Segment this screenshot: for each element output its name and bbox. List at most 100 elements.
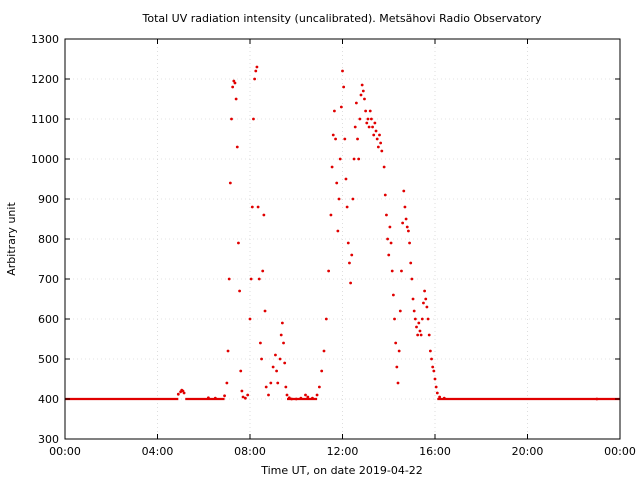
data-point [335, 181, 339, 185]
data-point [405, 225, 409, 229]
data-point [320, 369, 324, 373]
data-point [241, 395, 245, 399]
data-point [284, 385, 288, 389]
data-point [433, 377, 437, 381]
x-tick-label: 16:00 [419, 445, 451, 458]
data-point [395, 365, 399, 369]
y-tick-label: 1300 [31, 33, 59, 46]
data-point [239, 369, 243, 373]
data-point [374, 129, 378, 133]
data-point [290, 397, 294, 401]
data-point [368, 109, 372, 113]
data-point [334, 137, 337, 141]
data-point [390, 269, 394, 273]
data-point [176, 392, 180, 396]
x-tick-label: 20:00 [512, 445, 544, 458]
data-point [350, 253, 354, 257]
data-point [364, 109, 368, 113]
data-point [367, 125, 371, 129]
data-point [327, 269, 331, 273]
y-axis-title: Arbitrary unit [5, 202, 18, 276]
data-point [278, 357, 282, 361]
data-point [262, 213, 266, 217]
data-point [422, 301, 425, 305]
data-point [419, 333, 423, 337]
x-axis-title: Time UT, on date 2019-04-22 [260, 464, 423, 477]
data-point [438, 395, 442, 399]
data-point [257, 277, 261, 281]
data-point [315, 393, 319, 397]
data-point [343, 137, 347, 141]
data-point [299, 396, 303, 400]
data-point [410, 277, 414, 281]
data-point [417, 321, 421, 325]
data-point [228, 181, 232, 185]
data-point [418, 329, 422, 333]
data-point [403, 205, 407, 209]
x-axis-tick-labels: 00:00 04:00 08:00 12:00 16:00 20:00 00:00 [49, 445, 636, 458]
data-point [371, 125, 374, 129]
data-point [398, 309, 402, 313]
data-point [595, 397, 599, 401]
data-point [387, 253, 391, 257]
data-point [363, 97, 366, 101]
y-tick-label: 1200 [31, 73, 59, 86]
data-point [294, 397, 298, 401]
data-point [401, 221, 405, 225]
data-point [365, 121, 369, 125]
grid [65, 39, 620, 439]
y-tick-label: 800 [38, 233, 59, 246]
data-point [213, 396, 217, 400]
data-point [378, 133, 381, 137]
data-point [359, 93, 363, 97]
data-point [339, 105, 343, 109]
data-point [287, 396, 291, 400]
data-point [408, 241, 411, 245]
data-point [233, 81, 237, 85]
data-point [317, 385, 321, 389]
x-tick-label: 04:00 [142, 445, 174, 458]
data-point [230, 117, 233, 121]
data-point [423, 289, 426, 293]
data-point [264, 385, 268, 389]
data-point [243, 396, 247, 400]
data-point [420, 317, 424, 321]
x-tick-label: 12:00 [327, 445, 359, 458]
data-point [432, 369, 436, 373]
data-point [416, 333, 420, 337]
data-point [279, 333, 283, 337]
data-point [383, 193, 387, 197]
data-point [426, 317, 430, 321]
data-point [235, 145, 239, 149]
data-point [376, 145, 380, 149]
x-tick-label: 00:00 [49, 445, 81, 458]
data-point [375, 137, 379, 141]
x-tick-label: 00:00 [604, 445, 636, 458]
data-point [250, 205, 254, 209]
data-point [267, 393, 270, 397]
data-point [424, 297, 428, 301]
data-point [338, 157, 342, 161]
data-point [397, 349, 401, 353]
data-point [356, 137, 359, 141]
chart-title: Total UV radiation intensity (uncalibrat… [142, 12, 542, 25]
data-point [379, 141, 383, 145]
data-point [282, 341, 285, 345]
data-point [336, 229, 340, 233]
data-point [225, 381, 229, 385]
data-point [345, 205, 349, 209]
x-tick-label: 08:00 [234, 445, 266, 458]
data-point [428, 349, 432, 353]
data-point [430, 357, 433, 361]
data-point [274, 353, 277, 357]
data-point [223, 394, 226, 398]
data-point [413, 317, 417, 321]
data-point [259, 341, 262, 345]
data-point [341, 69, 344, 73]
data-point [329, 213, 333, 217]
data-point [380, 149, 384, 153]
data-point [396, 381, 400, 385]
data-point [360, 83, 364, 87]
data-point [331, 133, 335, 137]
